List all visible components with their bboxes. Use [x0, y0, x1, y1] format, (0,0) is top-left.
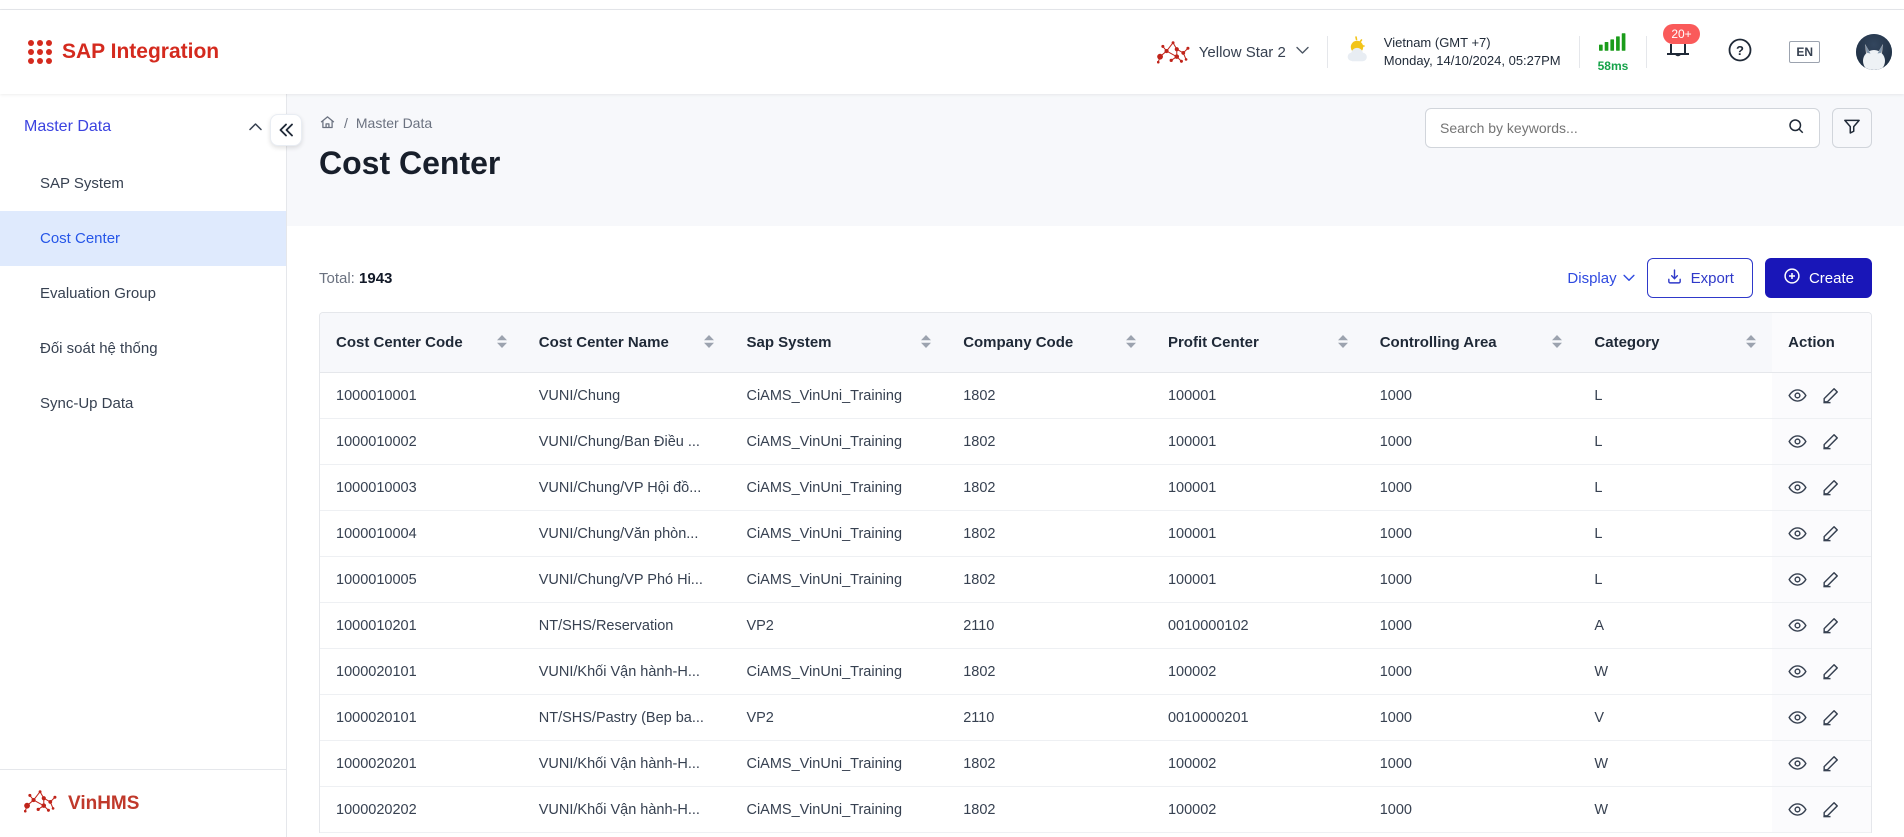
svg-text:?: ? [1736, 43, 1744, 58]
